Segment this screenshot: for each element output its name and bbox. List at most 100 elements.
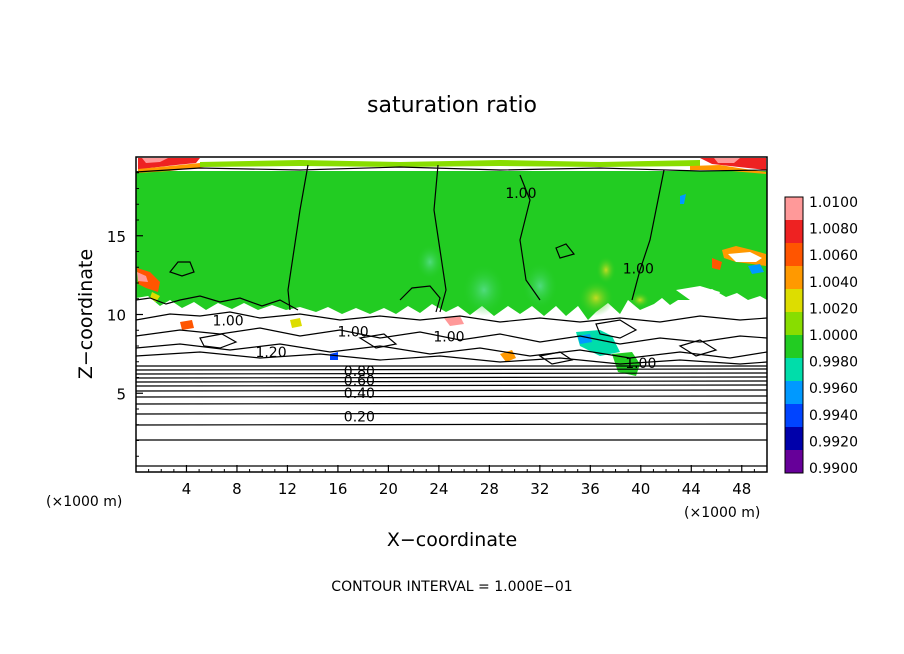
contour-line [519, 174, 541, 301]
contour-line [287, 164, 309, 311]
contour-line [135, 166, 768, 173]
contour-line [135, 368, 768, 371]
contour-line [135, 311, 768, 323]
x-axis-label: X−coordinate [387, 529, 517, 551]
contour-label: 0.40 [344, 386, 375, 402]
field-top-orange-right [690, 165, 766, 174]
field-right-edge-patch [712, 258, 722, 270]
field-cyan-patch [416, 244, 444, 280]
contour-label: 0.60 [344, 373, 375, 389]
y-tick-label: 15 [107, 228, 126, 246]
field-cyan-patch [522, 262, 558, 310]
contour-line [135, 389, 768, 392]
field-yellow-patch [578, 280, 614, 316]
x-tick-label: 36 [581, 480, 600, 498]
field-top-pink-right [714, 158, 740, 163]
contour-line [135, 351, 768, 365]
contour-line [399, 285, 441, 313]
colorbar-swatch [785, 381, 803, 405]
colorbar-label: 1.0020 [809, 301, 858, 317]
x-unit-right: (×1000 m) [684, 505, 760, 521]
field-yellow-patch [630, 292, 650, 308]
chart-title: saturation ratio [367, 93, 537, 118]
field-top-green-strip [200, 160, 700, 167]
contour-line [135, 327, 768, 345]
contour-label: 1.00 [505, 186, 536, 202]
field-left-edge-patch [137, 272, 148, 282]
contour-line [135, 343, 768, 359]
x-tick-label: 4 [182, 480, 192, 498]
x-tick-label: 44 [682, 480, 701, 498]
field-blob [180, 320, 194, 330]
contour-line [555, 243, 576, 259]
field-right-edge-patch [748, 264, 764, 274]
field-blob [290, 318, 302, 328]
field-right-edge-patch [680, 194, 686, 204]
x-axis-ticks: 4 8 12 16 20 24 28 32 36 40 44 48 [148, 465, 755, 498]
contour-line [135, 423, 768, 426]
field-right-edge-patch [728, 252, 762, 262]
colorbar-label: 0.9940 [809, 408, 858, 424]
contour-line [135, 376, 768, 379]
x-tick-label: 28 [480, 480, 499, 498]
colorbar-swatch [785, 243, 803, 267]
colorbar-label: 0.9920 [809, 434, 858, 450]
colorbar-swatch [785, 358, 803, 382]
contour-label: 1.00 [337, 325, 368, 341]
colorbar-label: 0.9960 [809, 381, 858, 397]
x-tick-label: 12 [278, 480, 297, 498]
field-top-pink-left [142, 158, 168, 163]
x-tick-label: 16 [328, 480, 347, 498]
colorbar-swatch [785, 312, 803, 336]
field-yellow-patch [596, 256, 616, 284]
y-tick-label: 10 [107, 307, 126, 325]
contour-label: 1.00 [623, 262, 654, 278]
x-tick-label: 40 [631, 480, 650, 498]
contour-interval-note: CONTOUR INTERVAL = 1.000E−01 [331, 579, 572, 595]
colorbar-label: 1.0100 [809, 195, 858, 211]
x-unit-left: (×1000 m) [46, 494, 122, 510]
x-tick-label: 24 [429, 480, 448, 498]
plot-area [135, 156, 768, 473]
contour-line [135, 295, 299, 311]
contour-line [433, 164, 447, 313]
contour-labels: 1.00 1.00 1.00 1.00 1.00 1.00 1.20 0.800.600.40… [213, 186, 657, 426]
field-green-region [136, 157, 767, 320]
colorbar-swatch [785, 266, 803, 290]
colorbar-label: 1.0060 [809, 248, 858, 264]
colorbar-label: 1.0080 [809, 222, 858, 238]
colorbar: 1.0100 1.0080 1.0060 1.0040 1.0020 1.0000 0.99… [784, 195, 858, 477]
field-right-edge-patch [676, 286, 720, 300]
colorbar-swatch [785, 404, 803, 428]
contour-line [168, 261, 195, 277]
contour-line [199, 333, 238, 349]
contour-label: 0.80 [344, 364, 375, 380]
colorbar-label: 0.9980 [809, 355, 858, 371]
x-tick-label: 20 [379, 480, 398, 498]
colorbar-swatch [785, 289, 803, 313]
contour-line [135, 395, 768, 398]
contour-line [135, 372, 768, 375]
x-tick-label: 32 [530, 480, 549, 498]
field-blob [444, 316, 464, 326]
contour-line [135, 380, 768, 383]
contour-line [538, 351, 574, 365]
contour-label: 1.00 [213, 314, 244, 330]
colorbar-swatch [785, 220, 803, 244]
contour-label: 1.00 [433, 329, 464, 345]
colorbar-swatch [785, 427, 803, 451]
contour-line [595, 319, 638, 339]
contour-lines [135, 164, 768, 467]
field-cyan-patch [462, 264, 506, 316]
y-axis-ticks: 5 10 15 [107, 172, 143, 457]
y-axis-label: Z−coordinate [75, 249, 97, 379]
contour-line [135, 412, 768, 415]
x-tick-label: 8 [232, 480, 242, 498]
field-left-edge-patch [137, 268, 160, 292]
contour-line [631, 169, 665, 301]
colorbar-label: 1.0040 [809, 275, 858, 291]
contour-line [678, 339, 718, 357]
contour-label: 1.20 [255, 345, 286, 361]
colorbar-label: 1.0000 [809, 328, 858, 344]
